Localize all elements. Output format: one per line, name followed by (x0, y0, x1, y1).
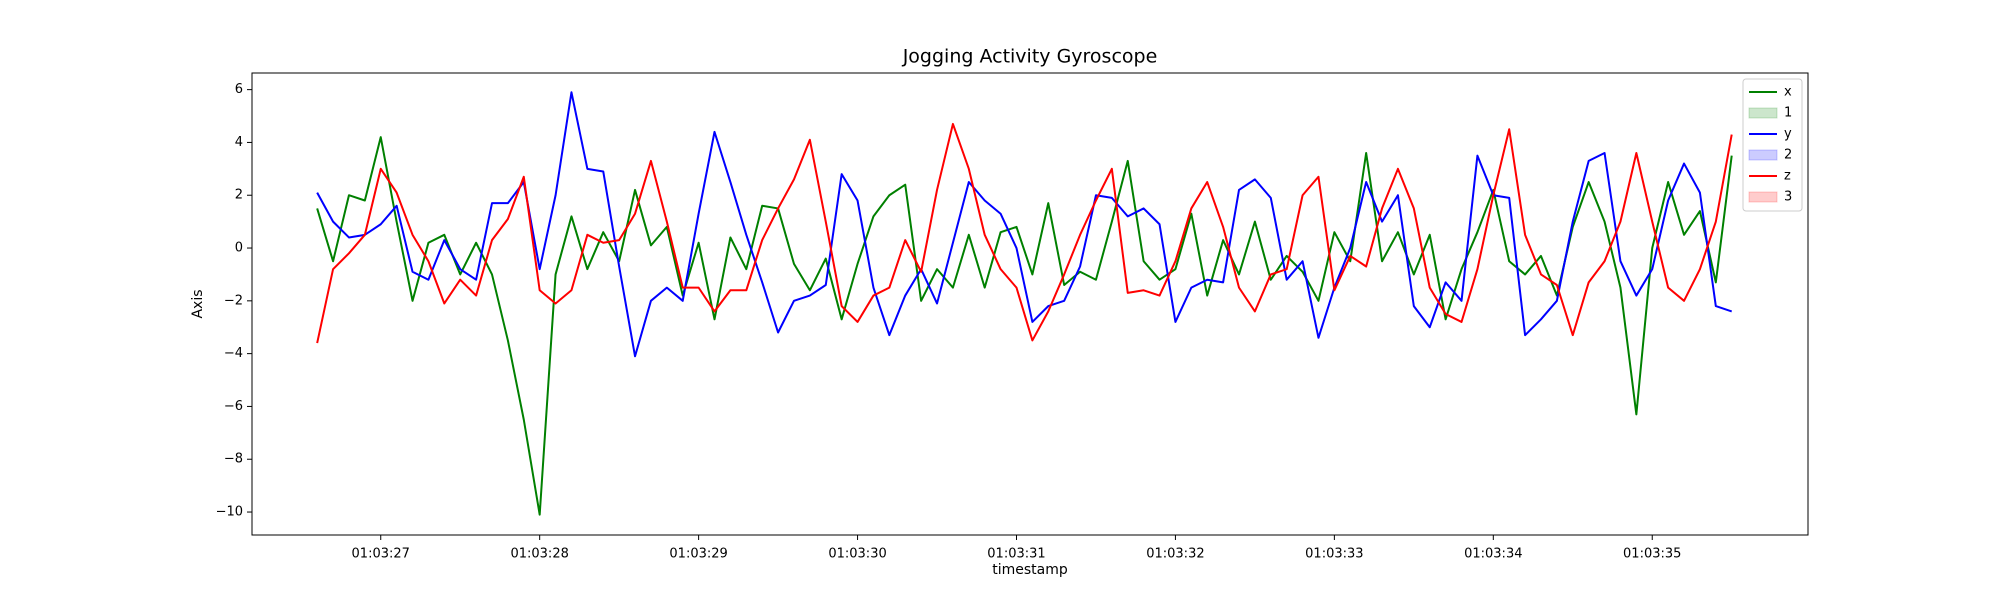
x-tick-label: 01:03:34 (1464, 547, 1522, 562)
data-line (316, 91, 1733, 358)
legend-label: 3 (1784, 190, 1792, 205)
y-tick-label: −6 (224, 399, 243, 414)
y-tick-label: −2 (224, 293, 243, 308)
legend-patch (1748, 191, 1778, 203)
x-tick-label: 01:03:31 (987, 547, 1045, 562)
chart-title: Jogging Activity Gyroscope (902, 46, 1158, 68)
x-axis-label: timestamp (992, 562, 1068, 578)
y-tick-label: 2 (235, 188, 243, 203)
plot-frame (251, 72, 1809, 536)
legend-label: 2 (1784, 148, 1792, 163)
y-tick-label: −8 (224, 452, 243, 467)
y-tick-label: 0 (235, 241, 243, 256)
legend-label: z (1784, 169, 1791, 184)
y-tick-label: −10 (216, 505, 243, 520)
y-tick-label: 6 (235, 82, 243, 97)
legend-patch (1748, 107, 1778, 119)
x-tick-label: 01:03:35 (1623, 547, 1681, 562)
data-line (316, 136, 1733, 516)
data-line (316, 122, 1733, 344)
x-tick-label: 01:03:30 (828, 547, 886, 562)
y-tick-label: 4 (235, 135, 243, 150)
x-tick-label: 01:03:29 (669, 547, 727, 562)
legend-patch (1748, 149, 1778, 161)
legend-box (1742, 78, 1803, 212)
y-tick-label: −4 (224, 346, 243, 361)
legend-label: 1 (1784, 106, 1792, 121)
y-axis-label: Axis (190, 289, 206, 318)
x-tick-label: 01:03:28 (510, 547, 568, 562)
legend-label: y (1784, 127, 1792, 142)
x-tick-label: 01:03:33 (1305, 547, 1363, 562)
x-tick-label: 01:03:32 (1146, 547, 1204, 562)
legend-label: x (1784, 85, 1792, 100)
x-tick-label: 01:03:27 (352, 547, 410, 562)
